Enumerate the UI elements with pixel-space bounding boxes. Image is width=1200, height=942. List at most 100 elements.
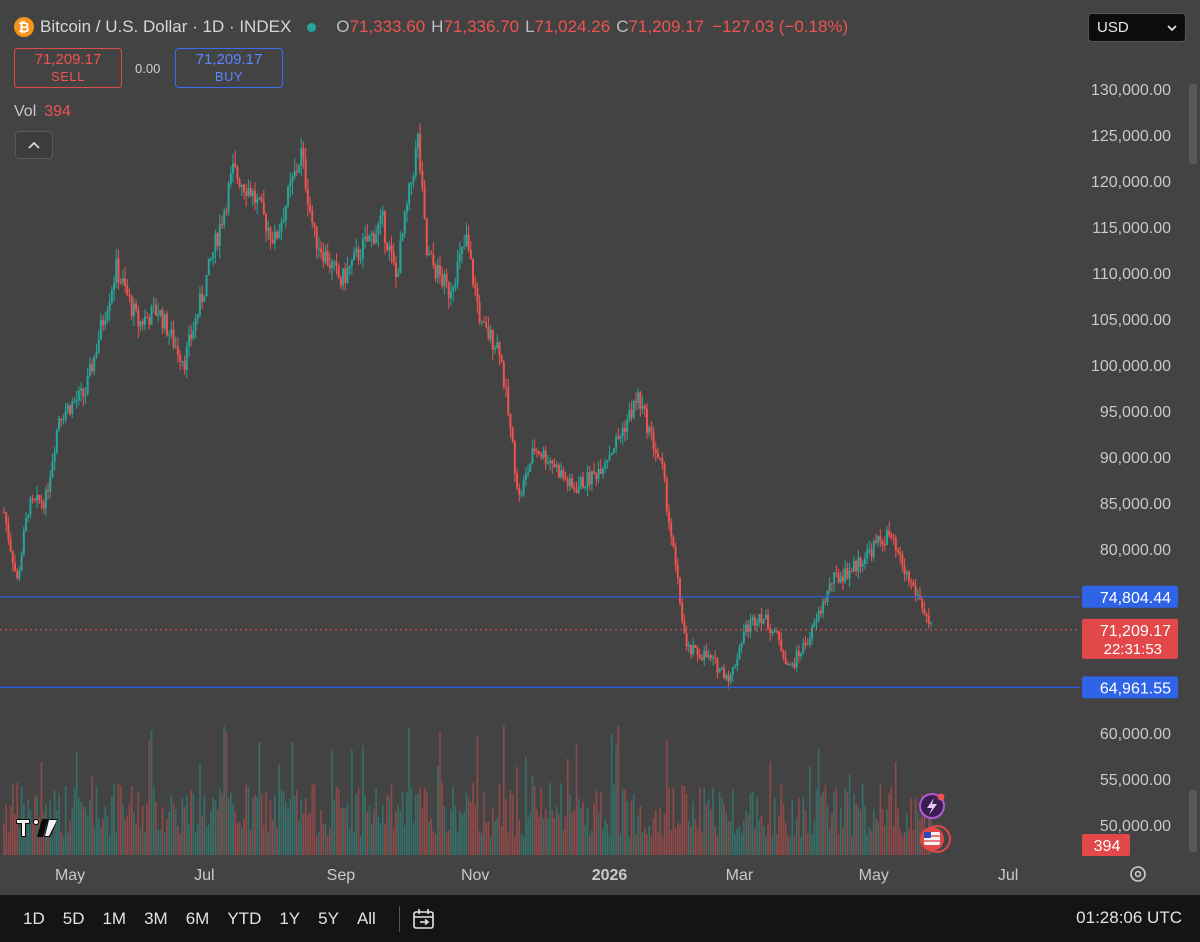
collapse-legend-button[interactable] — [15, 131, 53, 159]
range-1d[interactable]: 1D — [14, 909, 54, 929]
candle-body — [816, 620, 818, 622]
open-value: 71,333.60 — [350, 17, 426, 37]
candle-body — [912, 582, 914, 586]
toolbar-divider — [399, 906, 400, 932]
volume-bar — [483, 791, 485, 855]
candle-body — [692, 645, 694, 654]
candle-body — [593, 471, 595, 473]
range-1m[interactable]: 1M — [93, 909, 135, 929]
volume-bar — [115, 832, 117, 855]
currency-select[interactable]: USD — [1088, 13, 1186, 42]
time-tick-label: Jul — [998, 867, 1018, 884]
candle-body — [331, 262, 333, 268]
chart-canvas[interactable]: 130,000.00 125,000.00 120,000.00 115,000.00… — [0, 0, 1200, 895]
candle-body — [756, 623, 758, 626]
candle-body — [307, 189, 309, 205]
buy-button[interactable]: 71,209.17 BUY — [175, 48, 283, 88]
volume-bar — [78, 798, 80, 855]
range-6m[interactable]: 6M — [177, 909, 219, 929]
candle-body — [450, 292, 452, 299]
symbol-title[interactable]: Bitcoin / U.S. Dollar · 1D · INDEX — [40, 17, 291, 37]
volume-bar — [461, 814, 463, 855]
candle-body — [65, 411, 67, 419]
volume-bar — [347, 802, 349, 855]
candle-body — [606, 460, 608, 463]
candle-body — [853, 561, 855, 572]
candle-body — [811, 627, 813, 639]
volume-bar — [168, 812, 170, 855]
candle-body — [631, 410, 633, 417]
candle-body — [285, 206, 287, 220]
volume-bar — [587, 807, 589, 855]
candle-body — [250, 188, 252, 196]
volume-bar — [869, 827, 871, 855]
candle-body — [208, 259, 210, 275]
volume-bar — [756, 796, 758, 855]
candle-body — [738, 647, 740, 659]
range-1y[interactable]: 1Y — [270, 909, 309, 929]
volume-bar — [393, 829, 395, 855]
spread-value: 0.00 — [135, 61, 160, 76]
volume-bar — [430, 818, 432, 855]
range-5y[interactable]: 5Y — [309, 909, 348, 929]
volume-bar — [662, 836, 664, 855]
candle-body — [633, 401, 635, 417]
volume-bar — [171, 796, 173, 855]
candle-body — [481, 322, 483, 323]
price-axis: 130,000.00125,000.00120,000.00115,000.00… — [1091, 82, 1171, 835]
candle-body — [7, 524, 9, 539]
volume-bar — [776, 834, 778, 855]
candle-body — [727, 675, 729, 681]
candle-body — [221, 224, 223, 225]
symbol-header: ₿ Bitcoin / U.S. Dollar · 1D · INDEX O 71… — [14, 14, 848, 40]
candle-body — [553, 464, 555, 467]
candle-body — [591, 471, 593, 484]
volume-bar — [124, 819, 126, 855]
candle-body — [84, 395, 86, 396]
candle-body — [406, 204, 408, 212]
volume-bar — [677, 823, 679, 855]
candle-body — [54, 452, 56, 462]
calendar-goto-icon[interactable] — [412, 908, 436, 930]
candle-body — [582, 477, 584, 488]
volume-bar — [149, 740, 151, 855]
candle-body — [38, 495, 40, 501]
volume-bar — [525, 757, 527, 855]
volume-bar — [734, 834, 736, 855]
volume-bar — [259, 742, 261, 855]
candle-body — [653, 431, 655, 449]
candle-body — [115, 258, 117, 283]
candle-body — [712, 658, 714, 659]
candle-body — [12, 551, 14, 563]
candle-body — [419, 134, 421, 171]
volume-bar — [135, 824, 137, 855]
candle-body — [791, 664, 793, 665]
volume-bar — [673, 788, 675, 855]
price-chart[interactable]: 130,000.00 125,000.00 120,000.00 115,000.00… — [0, 0, 1200, 895]
candle-body — [923, 609, 925, 615]
volume-bar — [444, 806, 446, 855]
candle-body — [890, 535, 892, 537]
candle-body — [274, 232, 276, 243]
utc-clock[interactable]: 01:28:06 UTC — [1076, 908, 1182, 928]
range-all[interactable]: All — [348, 909, 385, 929]
candle-body — [875, 541, 877, 542]
candle-body — [377, 224, 379, 234]
volume-bar — [349, 829, 351, 855]
volume-bar — [512, 794, 514, 855]
volume-bar — [488, 822, 490, 855]
candle-body — [333, 261, 335, 262]
range-3m[interactable]: 3M — [135, 909, 177, 929]
candle-body — [758, 614, 760, 623]
candle-body — [318, 249, 320, 250]
range-ytd[interactable]: YTD — [218, 909, 270, 929]
candle-body — [560, 470, 562, 477]
range-5d[interactable]: 5D — [54, 909, 94, 929]
sell-button[interactable]: 71,209.17 SELL — [14, 48, 122, 88]
volume-bar — [402, 792, 404, 855]
candle-body — [355, 249, 357, 252]
volume-bar — [725, 813, 727, 855]
volume-bar — [129, 803, 131, 855]
candle-body — [476, 288, 478, 302]
high-value: 71,336.70 — [443, 17, 519, 37]
